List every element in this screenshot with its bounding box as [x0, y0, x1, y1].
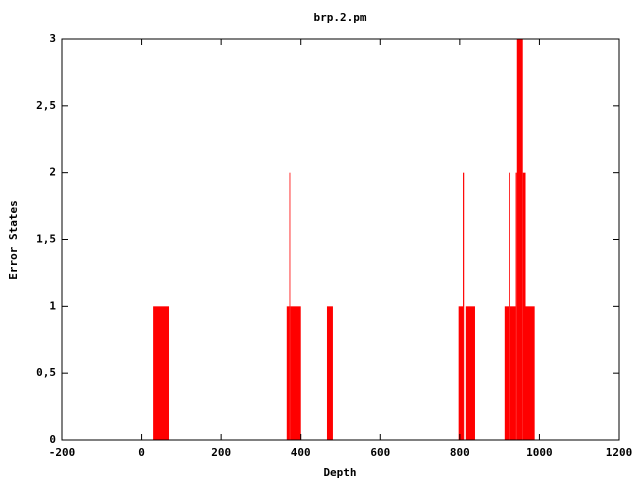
y-tick-label: 1	[49, 299, 56, 312]
bars	[153, 39, 535, 440]
y-tick-label: 0,5	[36, 366, 56, 379]
x-tick-label: 0	[138, 446, 145, 459]
x-tick-label: -200	[49, 446, 76, 459]
x-tick-label: 400	[291, 446, 311, 459]
bar	[465, 306, 475, 440]
bar	[290, 306, 301, 440]
y-tick-label: 2,5	[36, 99, 56, 112]
y-axis-label: Error States	[7, 200, 20, 279]
bar	[326, 306, 333, 440]
bar	[463, 172, 465, 440]
bar	[516, 39, 523, 440]
bar	[509, 306, 516, 440]
bar	[515, 172, 517, 440]
x-tick-label: 200	[211, 446, 231, 459]
y-tick-label: 1,5	[36, 233, 56, 246]
x-tick-label: 800	[450, 446, 470, 459]
x-tick-label: 600	[370, 446, 390, 459]
x-tick-label: 1200	[606, 446, 633, 459]
chart-title: brp.2.pm	[314, 11, 367, 24]
y-tick-label: 2	[49, 166, 56, 179]
x-axis-label: Depth	[323, 466, 356, 479]
y-tick-label: 0	[49, 433, 56, 446]
bar	[525, 306, 535, 440]
bar	[522, 172, 526, 440]
bar	[509, 172, 510, 440]
bar	[289, 172, 291, 440]
bar	[458, 306, 464, 440]
bar	[504, 306, 510, 440]
x-tick-label: 1000	[526, 446, 553, 459]
y-tick-label: 3	[49, 32, 56, 45]
bar	[286, 306, 290, 440]
bar	[153, 306, 170, 440]
